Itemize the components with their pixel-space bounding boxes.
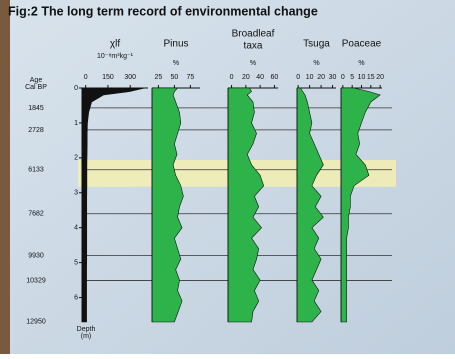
x-tick-label: 300 <box>124 74 136 81</box>
panel-title: χlf <box>110 39 120 50</box>
x-tick-label: 0 <box>341 74 345 81</box>
depth-tick-label: 0 <box>74 85 78 92</box>
age-label: Age <box>30 77 43 84</box>
figure-title: Fig:2 The long term record of environmen… <box>8 4 318 18</box>
panel-title: taxa <box>244 41 263 52</box>
x-tick-label: 10 <box>306 74 314 81</box>
x-tick-label: 0 <box>230 74 234 81</box>
depth-tick-label: 6 <box>74 294 78 301</box>
x-tick-label: 5 <box>350 74 354 81</box>
panel-title: Tsuga <box>303 39 330 50</box>
age-tick-label: 2728 <box>28 127 44 134</box>
depth-tick-label: 1 <box>74 120 78 127</box>
panel-unit: % <box>313 60 319 67</box>
x-tick-label: 0 <box>296 74 300 81</box>
age-tick-label: 6133 <box>28 167 44 174</box>
panel-title: Broadleaf <box>232 29 275 40</box>
panel-unit: % <box>358 60 364 67</box>
x-tick-label: 75 <box>187 74 195 81</box>
age-tick-label: 9930 <box>28 252 44 259</box>
depth-tick-label: 5 <box>74 259 78 266</box>
depth-label: Depth <box>77 326 96 333</box>
x-tick-label: 10 <box>358 74 366 81</box>
x-tick-label: 15 <box>367 74 375 81</box>
x-tick-label: 0 <box>84 74 88 81</box>
page: Fig:2 The long term record of environmen… <box>0 0 455 354</box>
x-tick-label: 50 <box>171 74 179 81</box>
depth-label: (m) <box>81 333 92 340</box>
panel-title: Poaceae <box>342 39 382 50</box>
age-tick-label: 1845 <box>28 105 44 112</box>
depth-tick-label: 2 <box>74 155 78 162</box>
x-tick-label: 40 <box>256 74 264 81</box>
x-tick-label: 20 <box>242 74 250 81</box>
x-tick-label: 20 <box>376 74 384 81</box>
age-tick-label: 12950 <box>26 318 46 325</box>
x-tick-label: 30 <box>329 74 337 81</box>
depth-tick-label: 4 <box>74 225 78 232</box>
age-tick-label: 10329 <box>26 277 46 284</box>
photo-edge <box>0 0 10 354</box>
x-tick-label: 25 <box>155 74 163 81</box>
age-label: Cal BP <box>25 84 47 91</box>
x-tick-label: 60 <box>271 74 279 81</box>
panel-unit: % <box>173 60 179 67</box>
panel-unit: % <box>250 60 256 67</box>
figure: Fig:2 The long term record of environmen… <box>0 0 455 354</box>
x-tick-label: 150 <box>102 74 114 81</box>
depth-tick-label: 3 <box>74 190 78 197</box>
panel-title: Pinus <box>163 39 188 50</box>
age-tick-label: 7682 <box>28 211 44 218</box>
panel-unit: 10⁻⁸m³kg⁻¹ <box>97 53 134 60</box>
x-tick-label: 20 <box>317 74 325 81</box>
